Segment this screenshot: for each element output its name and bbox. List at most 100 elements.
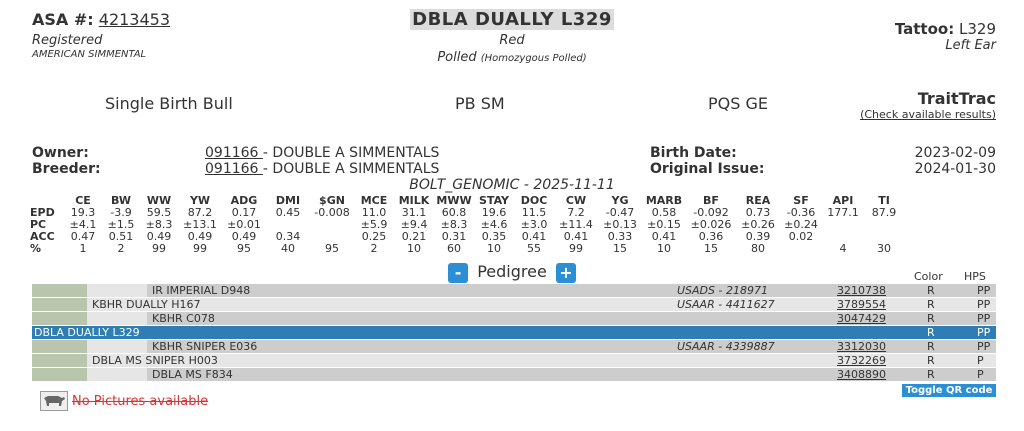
epd-cell: 87.2 — [187, 206, 213, 219]
asa-label: ASA #: — [32, 10, 94, 29]
pedigree-row: IR IMPERIAL D948 USADS - 218971 3210738 R PP — [32, 284, 996, 297]
pedigree-row: DBLA DUALLY L329 4213453 R PP — [32, 326, 996, 339]
epd-col-header: MWW — [436, 194, 472, 207]
epd-cell: 10 — [487, 242, 501, 255]
traittrac-results-link[interactable]: (Check available results) — [860, 108, 996, 121]
epd-col-header: WW — [146, 194, 172, 207]
epd-col-header: $GN — [319, 194, 345, 207]
epd-cell: 15 — [613, 242, 627, 255]
epd-header-row: CE BW WW YW ADG DMI $GN MCE MILK MWW STAY DOC CW YG MA… — [30, 195, 904, 207]
epd-col-header: BF — [703, 194, 719, 207]
pedigree-gen-block — [32, 298, 87, 311]
epd-col-header: SF — [793, 194, 809, 207]
breeder-id-link[interactable]: 091166 — [205, 161, 263, 177]
pedigree-row-bg — [147, 312, 996, 325]
pedigree-animal-name: KBHR C078 — [152, 312, 215, 325]
epd-cell: ±1.5 — [107, 218, 135, 231]
epd-cell: 0.31 — [441, 230, 467, 243]
pedigree-asa-link[interactable]: 3789554 — [837, 298, 886, 311]
epd-cell: ±8.3 — [440, 218, 468, 231]
tattoo-location: Left Ear — [945, 38, 996, 53]
epd-cell: ±0.26 — [741, 218, 775, 231]
pedigree-asa-link[interactable]: 4213453 — [837, 326, 886, 339]
pedigree-row-bg — [147, 368, 996, 381]
epd-cell: 11.0 — [361, 206, 387, 219]
epd-cell: -0.092 — [693, 206, 729, 219]
owner-id-link[interactable]: 091166 — [205, 145, 263, 161]
epd-col-header: DOC — [520, 194, 548, 207]
epd-cell: 95 — [237, 242, 251, 255]
epd-cell: 87.9 — [871, 206, 897, 219]
pedigree-header: - Pedigree + — [0, 262, 1024, 283]
pedigree-gen-block — [32, 354, 87, 367]
toggle-qr-button[interactable]: Toggle QR code — [902, 384, 996, 397]
breeder-name: - DOUBLE A SIMMENTALS — [262, 161, 440, 177]
pedigree-expand-button[interactable]: + — [555, 262, 576, 283]
epd-cell: -3.9 — [110, 206, 132, 219]
epd-col-header: BW — [111, 194, 131, 207]
epd-cell: ±3.0 — [520, 218, 548, 231]
epd-cell: ±0.24 — [784, 218, 818, 231]
epd-cell: ±0.026 — [690, 218, 732, 231]
epd-cell: 1 — [79, 242, 87, 255]
pedigree-row: KBHR SNIPER E036 USAAR - 4339887 3312030 R P… — [32, 340, 996, 353]
epd-cell: 4 — [839, 242, 847, 255]
pedigree-color: R — [927, 298, 935, 311]
epd-cell — [822, 219, 864, 231]
epd-col-header: DMI — [275, 194, 301, 207]
pedigree-collapse-button[interactable]: - — [448, 262, 469, 283]
pedigree-other-registration: USADS - 218971 — [677, 284, 768, 297]
epd-cell: 59.5 — [146, 206, 172, 219]
epd-col-header: ADG — [230, 194, 258, 207]
epd-col-header: YG — [611, 194, 629, 207]
epd-row: ACC 0.47 0.51 0.49 0.49 0.49 0.34 0.25 0.21 0.31 0… — [30, 231, 904, 243]
epd-cell: ±9.4 — [400, 218, 428, 231]
epd-row-label: PC — [30, 218, 47, 231]
asa-number-link[interactable]: 4213453 — [98, 10, 171, 29]
pedigree-hps: P — [977, 354, 984, 367]
tattoo-label: Tattoo: — [894, 20, 955, 38]
epd-cell: 0.58 — [651, 206, 677, 219]
epd-cell: 99 — [193, 242, 207, 255]
original-issue-value: 2024-01-30 — [914, 161, 996, 177]
pedigree-asa-link[interactable]: 3210738 — [837, 284, 886, 297]
pedigree-color: R — [927, 354, 935, 367]
epd-cell: 7.2 — [567, 206, 585, 219]
epd-cell: 40 — [281, 242, 295, 255]
epd-cell: 0.49 — [146, 230, 172, 243]
pedigree-asa-link[interactable]: 3047429 — [837, 312, 886, 325]
epd-row-label: ACC — [30, 230, 55, 243]
pqs-status: PQS GE — [708, 94, 768, 113]
epd-cell: 0.49 — [231, 230, 257, 243]
owner-label: Owner: — [32, 145, 89, 161]
epd-cell: ±11.4 — [559, 218, 593, 231]
pedigree-animal-name: KBHR SNIPER E036 — [152, 340, 258, 353]
pedigree-gen-block — [87, 312, 147, 325]
epd-cell: 19.3 — [70, 206, 96, 219]
pedigree-other-registration: USAAR - 4411627 — [677, 298, 775, 311]
epd-cell — [864, 219, 904, 231]
epd-cell: ±0.13 — [603, 218, 637, 231]
pedigree-hps: PP — [977, 284, 991, 297]
pedigree-animal-name: IR IMPERIAL D948 — [152, 284, 251, 297]
pedigree-row-bg — [87, 354, 996, 367]
epd-cell: 30 — [877, 242, 891, 255]
epd-cell: 0.34 — [275, 230, 301, 243]
epd-cell: 0.25 — [361, 230, 387, 243]
pedigree-other-registration: USAAR - 4339887 — [677, 340, 775, 353]
pedigree-asa-link[interactable]: 3312030 — [837, 340, 886, 353]
pedigree-asa-link[interactable]: 3408890 — [837, 368, 886, 381]
registration-status: Registered — [32, 33, 103, 48]
epd-cell: 80 — [751, 242, 765, 255]
pedigree-hps: PP — [977, 326, 991, 339]
pedigree-animal-name: KBHR DUALLY H167 — [92, 298, 201, 311]
epd-cell: 99 — [152, 242, 166, 255]
tattoo-value: L329 — [959, 20, 996, 38]
pedigree-asa-link[interactable]: 3732269 — [837, 354, 886, 367]
epd-col-header: API — [832, 194, 854, 207]
epd-col-header: CE — [75, 194, 91, 207]
cow-icon — [40, 391, 68, 411]
polled-detail: (Homozygous Polled) — [480, 53, 587, 64]
epd-cell: ±0.15 — [647, 218, 681, 231]
pedigree-row-bg — [147, 284, 996, 297]
